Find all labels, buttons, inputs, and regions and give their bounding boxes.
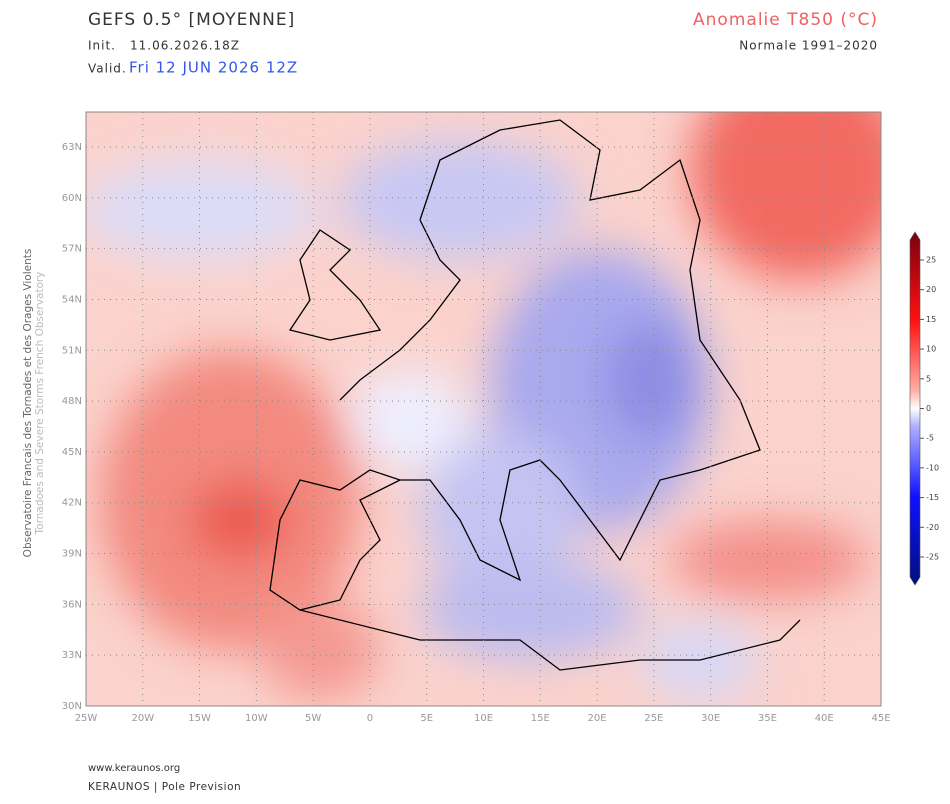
title: GEFS 0.5° [MOYENNE] bbox=[88, 10, 295, 30]
product: Anomalie T850 (°C) bbox=[693, 10, 878, 30]
lat-label: 63N bbox=[62, 142, 82, 153]
colorbar-label: 10 bbox=[926, 345, 936, 354]
colorbar-label: -5 bbox=[926, 434, 934, 443]
lon-label: 20W bbox=[131, 713, 154, 724]
lat-label: 54N bbox=[62, 294, 82, 305]
lon-label: 15E bbox=[531, 713, 550, 724]
lon-label: 5W bbox=[305, 713, 321, 724]
lon-label: 10E bbox=[474, 713, 493, 724]
lon-label: 25E bbox=[644, 713, 663, 724]
footer-brand: KERAUNOS | Pole Prevision bbox=[88, 781, 241, 793]
lat-label: 60N bbox=[62, 193, 82, 204]
lat-label: 39N bbox=[62, 549, 82, 560]
colorbar-label: 25 bbox=[926, 256, 936, 265]
colorbar-label: 5 bbox=[926, 374, 931, 383]
coastlines bbox=[269, 119, 801, 671]
init-value: 11.06.2026.18Z bbox=[130, 39, 240, 53]
lon-label: 35E bbox=[758, 713, 777, 724]
anomaly-field bbox=[86, 112, 881, 706]
colorbar-label: 0 bbox=[926, 404, 931, 413]
init-label: Init. bbox=[88, 39, 116, 53]
colorbar-label: -25 bbox=[926, 553, 939, 562]
lat-label: 42N bbox=[62, 498, 82, 509]
lon-label: 10W bbox=[245, 713, 268, 724]
lon-label: 25W bbox=[75, 713, 98, 724]
side-text-2: Tornadoes and Severe Storms French Obser… bbox=[34, 272, 46, 536]
lon-label: 45E bbox=[871, 713, 890, 724]
colorbar-label: -20 bbox=[926, 523, 939, 532]
lat-label: 33N bbox=[62, 650, 82, 661]
lon-label: 15W bbox=[188, 713, 211, 724]
lon-label: 0 bbox=[367, 713, 373, 724]
lat-label: 30N bbox=[62, 701, 82, 712]
lat-label: 51N bbox=[62, 345, 82, 356]
graticule bbox=[86, 112, 881, 706]
lon-label: 40E bbox=[815, 713, 834, 724]
lat-label: 36N bbox=[62, 599, 82, 610]
lon-label: 5E bbox=[420, 713, 433, 724]
lat-label: 48N bbox=[62, 396, 82, 407]
colorbar-label: 15 bbox=[926, 315, 936, 324]
colorbar-label: -15 bbox=[926, 493, 939, 502]
lat-label: 45N bbox=[62, 447, 82, 458]
normal: Normale 1991–2020 bbox=[739, 39, 878, 53]
lat-label: 57N bbox=[62, 244, 82, 255]
footer-url: www.keraunos.org bbox=[88, 763, 180, 774]
colorbar-label: -10 bbox=[926, 463, 939, 472]
lon-label: 20E bbox=[588, 713, 607, 724]
valid-value: Fri 12 JUN 2026 12Z bbox=[129, 59, 298, 77]
side-text: Observatoire Francais des Tornades et de… bbox=[22, 249, 34, 558]
map-frame bbox=[85, 111, 882, 707]
lon-label: 30E bbox=[701, 713, 720, 724]
colorbar-label: 20 bbox=[926, 285, 936, 294]
valid-label: Valid. bbox=[88, 62, 127, 76]
colorbar bbox=[909, 231, 921, 586]
